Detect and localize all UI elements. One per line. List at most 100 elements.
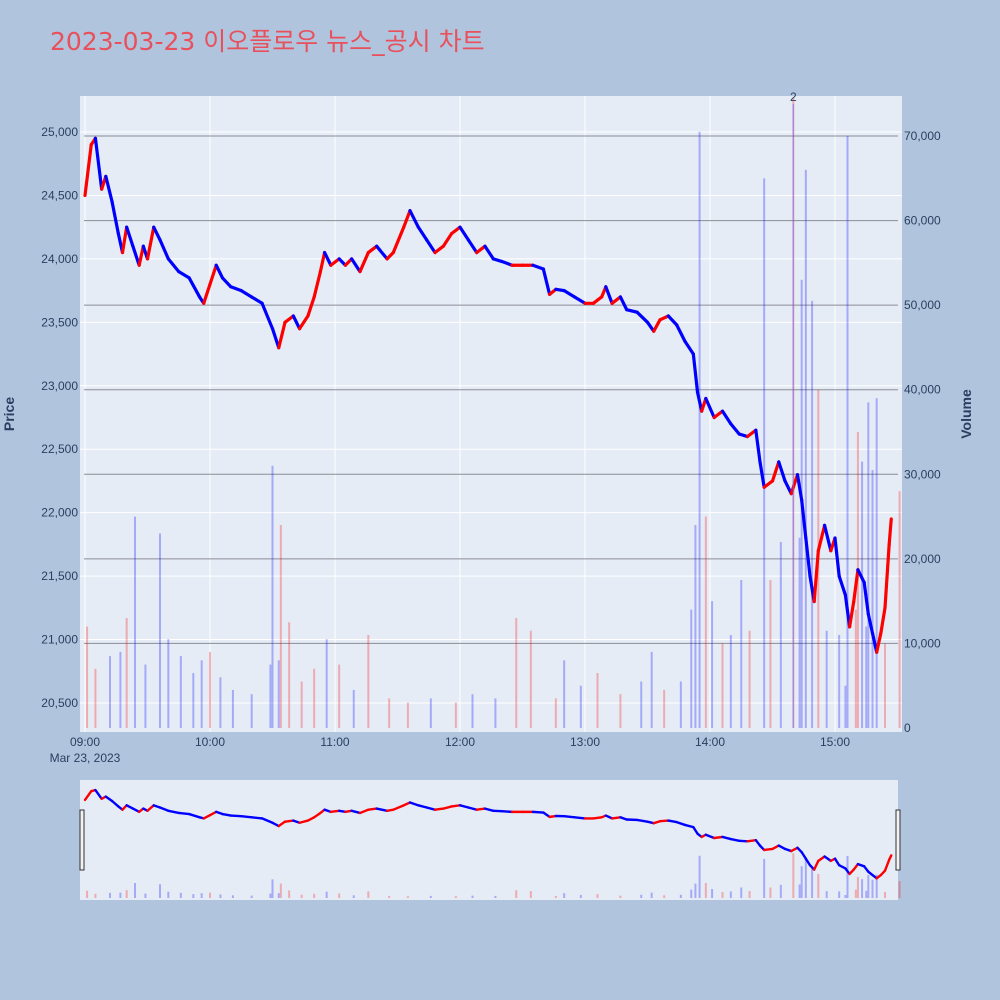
mini-volume-bar: [721, 892, 724, 898]
volume-bar: [454, 702, 457, 728]
price-segment: [762, 479, 775, 489]
mini-volume-bar: [271, 879, 274, 898]
price-segment: [875, 631, 883, 654]
price-segment: [729, 422, 741, 436]
price-segment: [306, 295, 316, 318]
mini-price-segment: [104, 795, 114, 803]
mini-volume-bar: [94, 893, 97, 898]
y-axis-title-price: Price: [1, 397, 17, 431]
volume-bar: [884, 643, 886, 728]
volume-bar: [250, 694, 253, 728]
mini-volume-bar: [300, 894, 303, 898]
price-segment: [270, 327, 281, 350]
time-tick-label: 09:00: [70, 735, 100, 749]
mini-volume-bar: [554, 895, 557, 898]
price-segment: [391, 225, 406, 255]
mini-price-segment: [110, 799, 120, 808]
price-segment: [93, 136, 104, 191]
mini-volume-bar: [125, 890, 128, 898]
volume-axis-ticks: 0 10,000 20,000 30,000 40,000 50,000 60,000 70,…: [904, 129, 941, 735]
mini-volume-bar: [200, 893, 203, 898]
price-segment: [866, 612, 875, 635]
volume-bar: [200, 660, 203, 728]
mini-volume-bar: [192, 894, 195, 898]
mini-volume-bar: [529, 891, 532, 898]
mini-volume-bar: [596, 894, 599, 898]
price-segment: [618, 295, 629, 312]
mini-price-segment: [442, 805, 453, 810]
price-segment: [800, 498, 808, 540]
price-segment: [458, 225, 470, 242]
volume-bar: [515, 618, 518, 728]
mini-price-segment: [883, 858, 891, 872]
mini-volume-bar: [277, 893, 280, 898]
range-slider-right-handle[interactable]: [895, 809, 901, 871]
volume-tick-label: 50,000: [904, 298, 941, 312]
volume-bar: [779, 541, 782, 728]
price-segment: [531, 263, 545, 271]
price-segment: [572, 295, 587, 305]
time-axis-ticks: 09:00 10:00 11:00 12:00 13:00 14:00 15:00: [70, 735, 850, 749]
volume-bar: [125, 618, 128, 728]
mini-price-segment: [610, 816, 622, 820]
price-segment: [202, 282, 212, 305]
price-segment: [450, 225, 462, 236]
range-slider-left-handle[interactable]: [79, 809, 85, 871]
volume-bar: [288, 622, 291, 728]
mini-price-segment: [358, 808, 370, 815]
price-segment: [852, 568, 860, 604]
mini-price-segment: [683, 823, 695, 829]
price-segment: [879, 606, 887, 635]
volume-bar: [871, 470, 874, 728]
volume-bar: [192, 673, 195, 728]
price-segment: [329, 257, 341, 267]
price-axis-ticks: 20,500 21,000 21,500 22,000 22,500 23,000 23,5…: [41, 125, 78, 710]
mini-price-segment: [408, 801, 420, 807]
mini-price-segment: [721, 835, 733, 841]
price-segment: [500, 259, 514, 267]
mini-price-segment: [417, 804, 428, 809]
volume-bar: [854, 609, 857, 728]
mini-volume-bar: [579, 895, 582, 898]
mini-price-segment: [833, 857, 841, 867]
mini-volume-bar: [748, 891, 751, 898]
mini-volume-bar: [471, 895, 474, 898]
price-segment: [366, 244, 379, 255]
volume-bar: [429, 698, 432, 728]
price-segment: [475, 244, 487, 255]
time-gridlines: [84, 96, 836, 732]
mini-volume-bar: [406, 896, 409, 898]
price-segment: [152, 225, 162, 242]
mini-volume-bar: [898, 881, 901, 898]
price-candles: [83, 136, 893, 654]
mini-price-segment: [762, 847, 774, 852]
price-segment: [441, 231, 454, 248]
mini-volume-bar: [694, 883, 697, 898]
mini-volume-bar: [179, 892, 182, 898]
price-segment: [704, 396, 716, 420]
mini-volume-bar: [711, 889, 714, 898]
mini-volume-bar: [854, 889, 857, 898]
price-segment: [777, 460, 787, 483]
mini-volume-bar: [729, 891, 732, 898]
mini-price-segment: [823, 855, 833, 863]
price-segment: [187, 276, 202, 299]
price-segment: [862, 580, 870, 616]
price-segment: [541, 267, 552, 297]
volume-bar: [119, 651, 122, 728]
price-segment: [691, 352, 700, 394]
volume-bar: [388, 698, 391, 728]
price-segment: [635, 310, 650, 324]
volume-tick-label: 60,000: [904, 214, 941, 228]
mini-price-segment: [146, 804, 155, 812]
mini-price-segment: [375, 807, 389, 812]
price-segment: [402, 209, 412, 229]
mini-price-segment: [250, 816, 264, 820]
price-segment: [283, 314, 295, 324]
volume-bar: [663, 689, 666, 728]
volume-bar: [109, 656, 111, 728]
mini-volume-bar: [798, 884, 801, 898]
price-segment: [277, 320, 287, 350]
mini-volume-bar: [690, 889, 693, 898]
range-slider-bg[interactable]: [80, 780, 898, 900]
